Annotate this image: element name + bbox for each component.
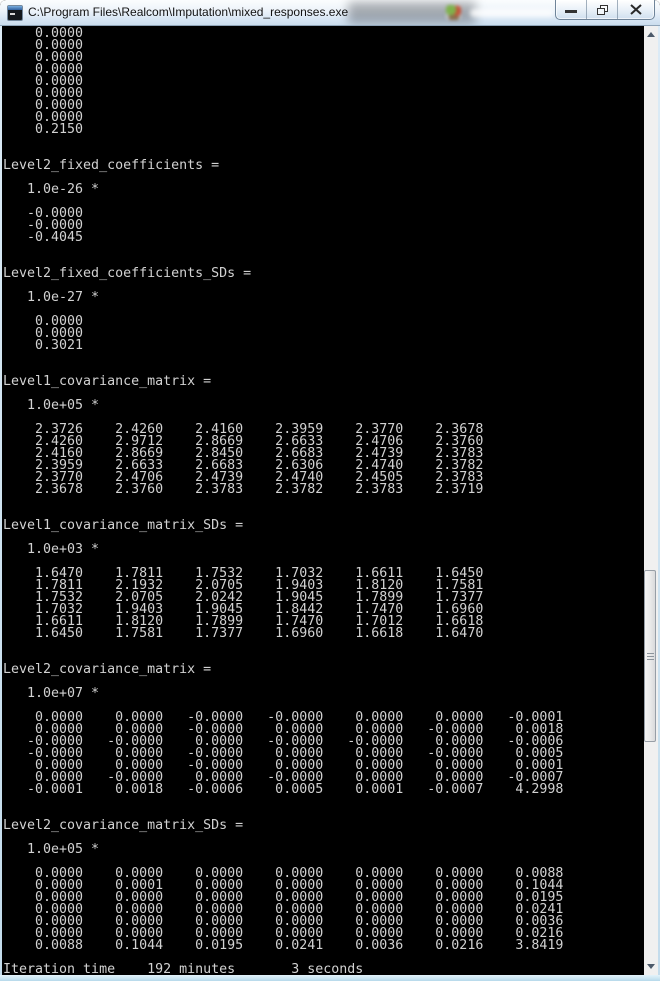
window-title: C:\Program Files\Realcom\Imputation\mixe…: [28, 5, 349, 19]
window-border-left: [0, 26, 2, 975]
background-app-icon: [446, 5, 461, 20]
app-icon[interactable]: [7, 5, 23, 21]
thumb-grip-icon: [646, 652, 654, 660]
background-window-ghost: [348, 2, 476, 24]
minimize-icon: [565, 10, 577, 13]
scroll-up-button[interactable]: [644, 26, 658, 43]
scroll-down-icon: [647, 964, 655, 969]
window-border-bottom: [0, 975, 660, 981]
window-border-right: [658, 26, 660, 975]
scrollbar-track[interactable]: [644, 26, 658, 975]
scrollbar-thumb[interactable]: [644, 570, 656, 742]
console-text: 0.0000 0.0000 0.0000 0.0000 0.0000 0.000…: [3, 26, 564, 975]
caption-buttons: [555, 0, 655, 20]
restore-button[interactable]: [587, 0, 618, 19]
title-bar[interactable]: C:\Program Files\Realcom\Imputation\mixe…: [0, 0, 660, 26]
background-window-title-blur: [470, 9, 554, 17]
restore-icon: [596, 4, 608, 15]
close-icon: [630, 4, 642, 15]
close-button[interactable]: [618, 0, 654, 19]
scroll-up-icon: [647, 32, 655, 37]
minimize-button[interactable]: [556, 0, 587, 19]
scroll-down-button[interactable]: [644, 958, 658, 975]
console-viewport[interactable]: 0.0000 0.0000 0.0000 0.0000 0.0000 0.000…: [2, 26, 644, 975]
